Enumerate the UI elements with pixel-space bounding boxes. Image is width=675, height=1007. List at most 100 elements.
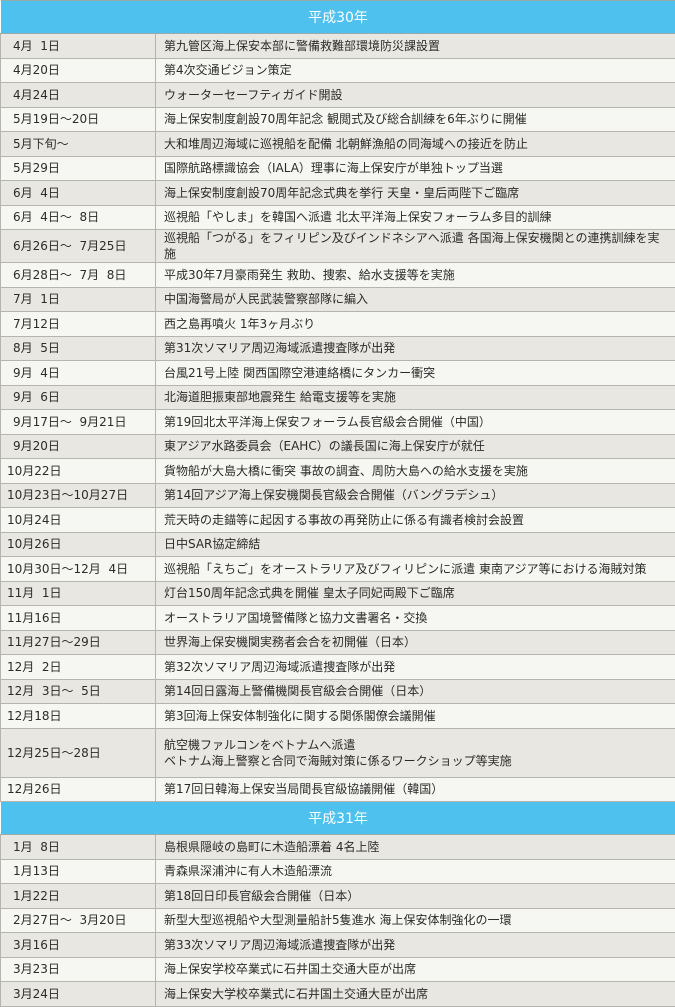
event-description: 国際航路標識協会（IALA）理事に海上保安庁が単独トップ当選 [156,156,675,181]
table-row: 5月下旬～大和堆周辺海域に巡視船を配備 北朝鮮漁船の同海域への接近を防止 [1,132,675,157]
event-date: 10月26日 [1,532,156,557]
table-row: 6月 4日～ 8日巡視船「やしま」を韓国へ派遣 北太平洋海上保安フォーラム多目的… [1,205,675,230]
event-description: 海上保安制度創設70周年記念式典を挙行 天皇・皇后両陛下ご臨席 [156,181,675,206]
table-row: 4月20日第4次交通ビジョン策定 [1,58,675,83]
table-row: 5月29日国際航路標識協会（IALA）理事に海上保安庁が単独トップ当選 [1,156,675,181]
event-date: 4月20日 [1,58,156,83]
table-row: 1月13日青森県深浦沖に有人木造船漂流 [1,859,675,884]
event-description: 第14回日露海上警備機関長官級会合開催（日本） [156,679,675,704]
table-row: 3月16日第33次ソマリア周辺海域派遣捜査隊が出発 [1,933,675,958]
event-date: 9月20日 [1,434,156,459]
event-description: 中国海警局が人民武装警察部隊に編入 [156,287,675,312]
event-description: 島根県隠岐の島町に木造船漂着 4名上陸 [156,835,675,860]
event-description: 東アジア水路委員会（EAHC）の議長国に海上保安庁が就任 [156,434,675,459]
event-description: 第31次ソマリア周辺海域派遣捜査隊が出発 [156,336,675,361]
event-date: 6月 4日 [1,181,156,206]
event-date: 6月28日～ 7月 8日 [1,263,156,288]
event-description: 海上保安制度創設70周年記念 観閲式及び総合訓練を6年ぶりに開催 [156,107,675,132]
table-row: 12月 2日第32次ソマリア周辺海域派遣捜査隊が出発 [1,655,675,680]
event-date: 12月25日～28日 [1,728,156,777]
event-description: 新型大型巡視船や大型測量船計5隻進水 海上保安体制強化の一環 [156,908,675,933]
event-date: 4月24日 [1,83,156,108]
event-description: 第33次ソマリア周辺海域派遣捜査隊が出発 [156,933,675,958]
year-title: 平成30年 [1,1,675,34]
table-row: 6月26日～ 7月25日巡視船「つがる」をフィリピン及びインドネシアへ派遣 各国… [1,230,675,263]
table-row: 6月 4日海上保安制度創設70周年記念式典を挙行 天皇・皇后両陛下ご臨席 [1,181,675,206]
event-description: 西之島再噴火 1年3ヶ月ぶり [156,312,675,337]
event-date: 1月 8日 [1,835,156,860]
table-row: 10月30日～12月 4日巡視船「えちご」をオーストラリア及びフィリピンに派遣 … [1,557,675,582]
event-description: 第4次交通ビジョン策定 [156,58,675,83]
event-date: 5月29日 [1,156,156,181]
event-description: 青森県深浦沖に有人木造船漂流 [156,859,675,884]
event-description: オーストラリア国境警備隊と協力文書署名・交換 [156,606,675,631]
table-row: 1月22日第18回日印長官級会合開催（日本） [1,884,675,909]
table-row: 12月26日第17回日韓海上保安当局間長官級協議開催（韓国） [1,777,675,802]
table-row: 5月19日～20日海上保安制度創設70周年記念 観閲式及び総合訓練を6年ぶりに開… [1,107,675,132]
table-row: 10月22日貨物船が大島大橋に衝突 事故の調査、周防大島への給水支援を実施 [1,459,675,484]
event-date: 10月24日 [1,508,156,533]
year-header: 平成31年 [1,802,675,835]
table-row: 6月28日～ 7月 8日平成30年7月豪雨発生 救助、捜索、給水支援等を実施 [1,263,675,288]
event-description: 北海道胆振東部地震発生 給電支援等を実施 [156,385,675,410]
table-row: 12月 3日～ 5日第14回日露海上警備機関長官級会合開催（日本） [1,679,675,704]
table-row: 9月17日～ 9月21日第19回北太平洋海上保安フォーラム長官級会合開催（中国） [1,410,675,435]
table-row: 9月20日東アジア水路委員会（EAHC）の議長国に海上保安庁が就任 [1,434,675,459]
event-description: 海上保安大学校卒業式に石井国土交通大臣が出席 [156,982,675,1007]
event-date: 9月 6日 [1,385,156,410]
event-description: 巡視船「えちご」をオーストラリア及びフィリピンに派遣 東南アジア等における海賊対… [156,557,675,582]
table-row: 12月18日第3回海上保安体制強化に関する関係閣僚会議開催 [1,704,675,729]
event-date: 1月13日 [1,859,156,884]
table-row: 4月24日ウォーターセーフティガイド開設 [1,83,675,108]
event-date: 6月 4日～ 8日 [1,205,156,230]
event-description: 日中SAR協定締結 [156,532,675,557]
event-date: 10月30日～12月 4日 [1,557,156,582]
event-description: 第3回海上保安体制強化に関する関係閣僚会議開催 [156,704,675,729]
event-description: 第14回アジア海上保安機関長官級会合開催（バングラデシュ） [156,483,675,508]
event-date: 7月 1日 [1,287,156,312]
event-date: 6月26日～ 7月25日 [1,230,156,263]
table-row: 3月23日海上保安学校卒業式に石井国土交通大臣が出席 [1,957,675,982]
table-row: 9月 4日台風21号上陸 関西国際空港連絡橋にタンカー衝突 [1,361,675,386]
event-description: 世界海上保安機関実務者会合を初開催（日本） [156,630,675,655]
event-description: 荒天時の走錨等に起因する事故の再発防止に係る有識者検討会設置 [156,508,675,533]
event-description: 貨物船が大島大橋に衝突 事故の調査、周防大島への給水支援を実施 [156,459,675,484]
event-date: 12月 2日 [1,655,156,680]
event-description: 大和堆周辺海域に巡視船を配備 北朝鮮漁船の同海域への接近を防止 [156,132,675,157]
event-date: 3月23日 [1,957,156,982]
table-row: 2月27日～ 3月20日新型大型巡視船や大型測量船計5隻進水 海上保安体制強化の… [1,908,675,933]
event-date: 2月27日～ 3月20日 [1,908,156,933]
table-row: 7月12日西之島再噴火 1年3ヶ月ぶり [1,312,675,337]
table-row: 10月24日荒天時の走錨等に起因する事故の再発防止に係る有識者検討会設置 [1,508,675,533]
event-date: 11月 1日 [1,581,156,606]
table-row: 3月24日海上保安大学校卒業式に石井国土交通大臣が出席 [1,982,675,1007]
year-header: 平成30年 [1,1,675,34]
event-description: 海上保安学校卒業式に石井国土交通大臣が出席 [156,957,675,982]
event-description: 灯台150周年記念式典を開催 皇太子同妃両殿下ご臨席 [156,581,675,606]
table-row: 11月16日オーストラリア国境警備隊と協力文書署名・交換 [1,606,675,631]
event-date: 12月26日 [1,777,156,802]
event-description: 航空機ファルコンをベトナムへ派遣 ベトナム海上警察と合同で海賊対策に係るワークシ… [156,728,675,777]
event-description: 第九管区海上保安本部に警備救難部環境防災課設置 [156,34,675,59]
event-date: 9月 4日 [1,361,156,386]
table-row: 4月 1日第九管区海上保安本部に警備救難部環境防災課設置 [1,34,675,59]
event-date: 11月16日 [1,606,156,631]
table-row: 9月 6日北海道胆振東部地震発生 給電支援等を実施 [1,385,675,410]
table-row: 10月23日～10月27日第14回アジア海上保安機関長官級会合開催（バングラデシ… [1,483,675,508]
event-description: 巡視船「つがる」をフィリピン及びインドネシアへ派遣 各国海上保安機関との連携訓練… [156,230,675,263]
event-date: 12月 3日～ 5日 [1,679,156,704]
event-date: 1月22日 [1,884,156,909]
event-date: 8月 5日 [1,336,156,361]
event-date: 4月 1日 [1,34,156,59]
event-date: 9月17日～ 9月21日 [1,410,156,435]
year-title: 平成31年 [1,802,675,835]
event-description: 平成30年7月豪雨発生 救助、捜索、給水支援等を実施 [156,263,675,288]
event-date: 7月12日 [1,312,156,337]
event-date: 5月下旬～ [1,132,156,157]
event-description: 第18回日印長官級会合開催（日本） [156,884,675,909]
event-date: 3月16日 [1,933,156,958]
event-description: 巡視船「やしま」を韓国へ派遣 北太平洋海上保安フォーラム多目的訓練 [156,205,675,230]
event-date: 12月18日 [1,704,156,729]
table-row: 7月 1日中国海警局が人民武装警察部隊に編入 [1,287,675,312]
